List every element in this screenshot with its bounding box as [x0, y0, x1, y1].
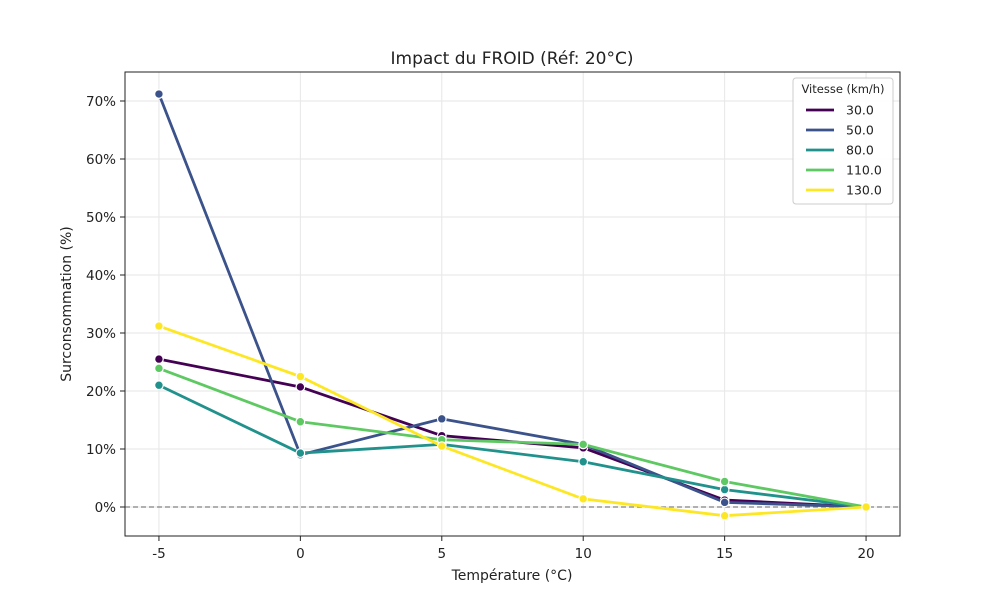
legend-label: 30.0: [846, 103, 874, 118]
series-line: [159, 368, 866, 507]
data-point: [155, 322, 164, 331]
data-point: [720, 477, 729, 486]
y-tick-label: 10%: [86, 442, 116, 458]
chart: -5 0 5 10 15 20 0% 10% 20% 30% 40% 50% 60% 70% Impact…: [0, 0, 1000, 600]
data-point: [579, 495, 588, 504]
x-tick-label: 15: [716, 546, 733, 562]
legend-label: 80.0: [846, 143, 874, 158]
y-tick-label: 40%: [86, 268, 116, 284]
data-point: [155, 381, 164, 390]
x-tick-label: 5: [437, 546, 446, 562]
ticks-layer: -5 0 5 10 15 20 0% 10% 20% 30% 40% 50% 60% 70%: [86, 94, 875, 562]
data-point: [579, 457, 588, 466]
data-point: [437, 415, 446, 424]
data-point: [296, 383, 305, 392]
data-point: [720, 485, 729, 494]
data-point: [862, 503, 871, 512]
data-point: [296, 372, 305, 381]
data-point: [720, 511, 729, 520]
x-axis-label: Température (°C): [451, 568, 573, 584]
y-tick-label: 50%: [86, 210, 116, 226]
legend-label: 50.0: [846, 123, 874, 138]
data-point: [579, 440, 588, 449]
data-point: [437, 442, 446, 451]
series-50.0: [155, 90, 871, 512]
series-110.0: [155, 364, 871, 511]
series-line: [159, 94, 866, 507]
chart-title: Impact du FROID (Réf: 20°C): [391, 49, 634, 69]
data-point: [155, 90, 164, 99]
series-80.0: [155, 381, 871, 511]
data-point: [296, 449, 305, 458]
y-axis-label: Surconsommation (%): [59, 226, 75, 382]
series-130.0: [155, 322, 871, 520]
legend-title: Vitesse (km/h): [801, 82, 884, 96]
series-layer: [155, 90, 871, 520]
y-tick-label: 0%: [95, 500, 117, 516]
y-tick-label: 60%: [86, 152, 116, 168]
legend-label: 110.0: [846, 163, 882, 178]
data-point: [296, 417, 305, 426]
x-tick-label: 20: [857, 546, 874, 562]
data-point: [720, 498, 729, 507]
x-tick-label: -5: [152, 546, 165, 562]
data-point: [155, 364, 164, 373]
legend: Vitesse (km/h) 30.0 50.0 80.0 110.0 130.0: [793, 78, 893, 204]
x-tick-label: 10: [575, 546, 592, 562]
legend-label: 130.0: [846, 183, 882, 198]
x-tick-label: 0: [296, 546, 305, 562]
series-line: [159, 359, 866, 507]
data-point: [155, 355, 164, 364]
y-tick-label: 20%: [86, 384, 116, 400]
y-tick-label: 70%: [86, 94, 116, 110]
y-tick-label: 30%: [86, 326, 116, 342]
